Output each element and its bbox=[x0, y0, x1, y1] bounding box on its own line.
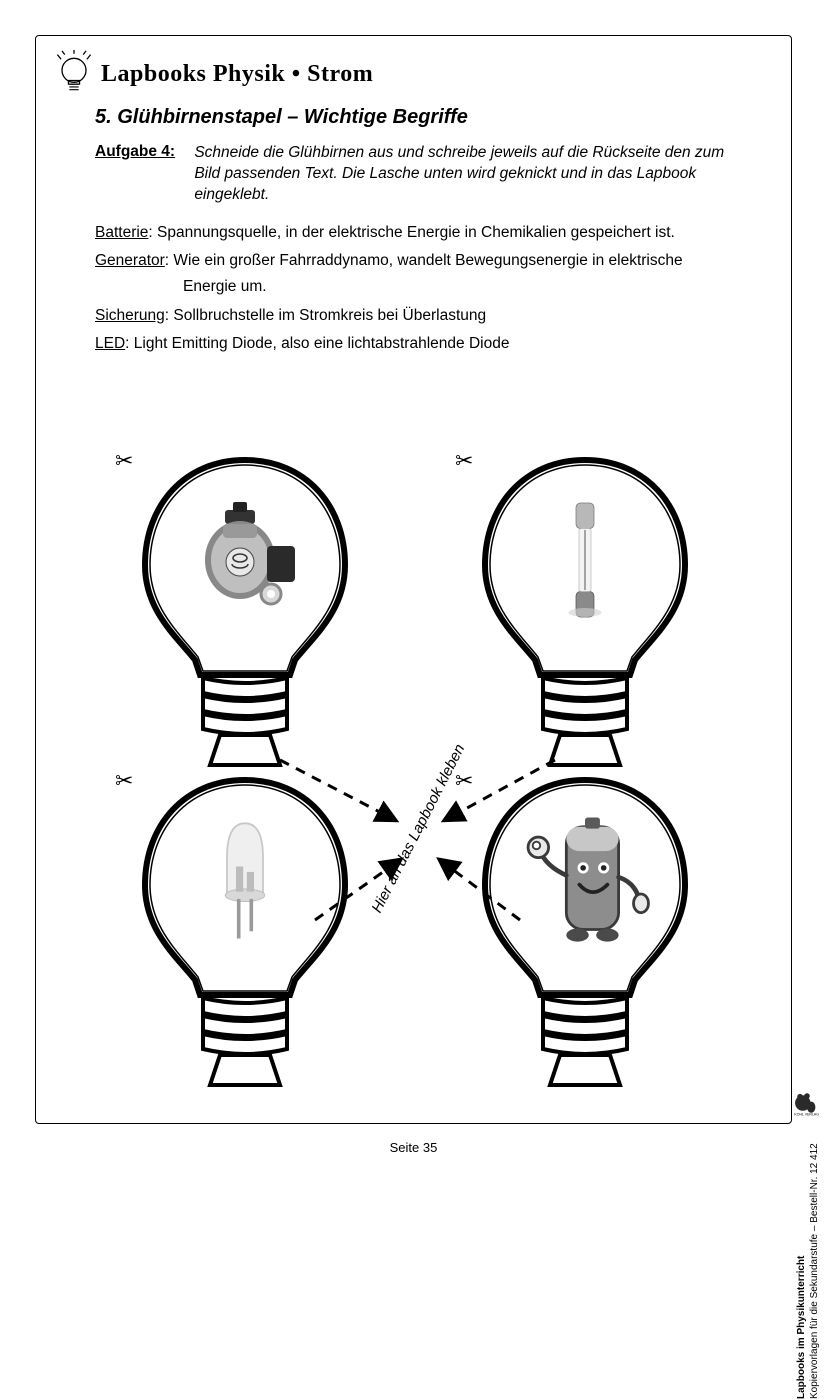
footer-line1: Lapbooks im Physikunterricht bbox=[795, 1079, 808, 1399]
def-text: : Spannungsquelle, in der elektrische En… bbox=[148, 224, 674, 241]
def-term: Generator bbox=[95, 252, 165, 269]
def-text-cont: Energie um. bbox=[183, 274, 772, 300]
bulbs-grid: ✂ ✂ bbox=[65, 450, 765, 1090]
def-led: LED: Light Emitting Diode, also eine lic… bbox=[95, 331, 772, 357]
publisher-logo: KOHL VERLAG bbox=[793, 1089, 821, 1117]
bulb-led: ✂ bbox=[125, 770, 365, 1090]
task-label: Aufgabe 4: bbox=[95, 143, 190, 161]
page-content: Lapbooks Physik • Strom 5. Glühbirnensta… bbox=[55, 50, 772, 1109]
battery-icon bbox=[515, 810, 655, 950]
def-sicherung: Sicherung: Sollbruchstelle im Stromkreis… bbox=[95, 303, 772, 329]
publisher-name: KOHL VERLAG bbox=[794, 1113, 819, 1117]
def-term: LED bbox=[95, 335, 125, 352]
definitions-list: Batterie: Spannungsquelle, in der elektr… bbox=[95, 220, 772, 358]
bulb-generator: ✂ bbox=[125, 450, 365, 770]
led-icon bbox=[175, 810, 315, 950]
def-term: Sicherung bbox=[95, 307, 165, 324]
section-heading: 5. Glühbirnenstapel – Wichtige Begriffe bbox=[95, 106, 772, 129]
footer-sidebar: Lapbooks im Physikunterricht Kopiervorla… bbox=[795, 1079, 821, 1399]
def-generator: Generator: Wie ein großer Fahrraddynamo,… bbox=[95, 248, 772, 301]
header: Lapbooks Physik • Strom bbox=[55, 50, 772, 98]
page-title: Lapbooks Physik • Strom bbox=[101, 61, 373, 88]
task-block: Aufgabe 4: Schneide die Glühbirnen aus u… bbox=[95, 143, 772, 206]
def-text: : Light Emitting Diode, also eine lichta… bbox=[125, 335, 509, 352]
def-term: Batterie bbox=[95, 224, 148, 241]
glue-instruction: Hier an das Lapbook kleben bbox=[368, 741, 468, 915]
lightbulb-header-icon bbox=[55, 50, 93, 98]
bulb-fuse: ✂ bbox=[465, 450, 705, 770]
page-number: Seite 35 bbox=[0, 1140, 827, 1155]
def-batterie: Batterie: Spannungsquelle, in der elektr… bbox=[95, 220, 772, 246]
footer-line2: Kopiervorlagen für die Sekundarstufe – B… bbox=[808, 1079, 821, 1399]
def-text: : Wie ein großer Fahrraddynamo, wandelt … bbox=[165, 252, 683, 269]
bulb-battery: ✂ bbox=[465, 770, 705, 1090]
task-text: Schneide die Glühbirnen aus und schreibe… bbox=[194, 143, 754, 206]
dynamo-icon bbox=[175, 490, 315, 630]
fuse-icon bbox=[515, 490, 655, 630]
def-text: : Sollbruchstelle im Stromkreis bei Über… bbox=[165, 307, 486, 324]
